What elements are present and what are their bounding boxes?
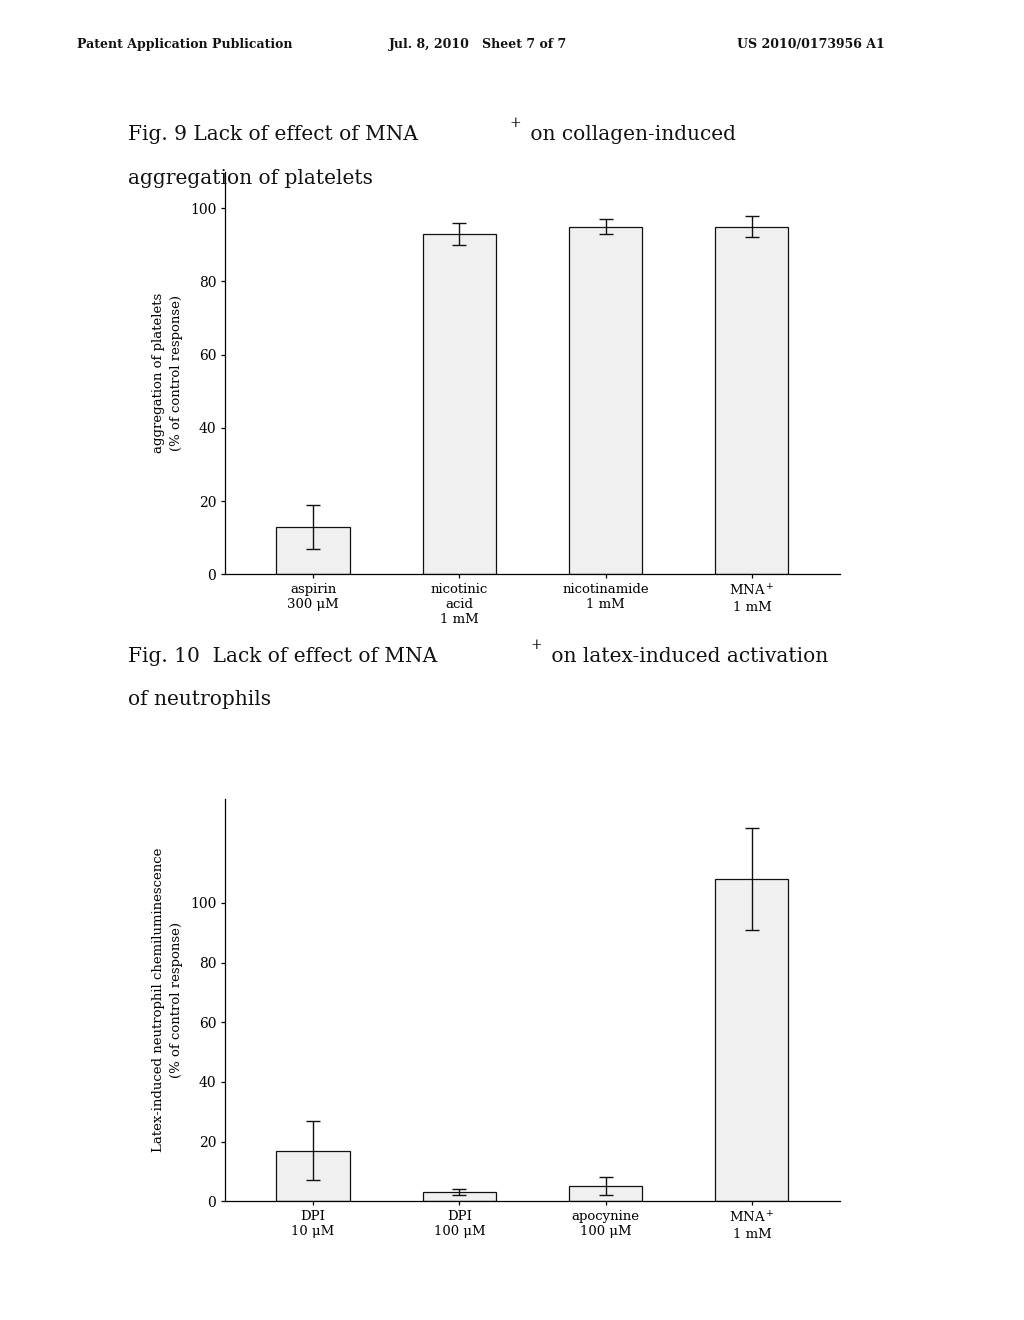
- Text: on latex-induced activation: on latex-induced activation: [545, 647, 828, 665]
- Text: aggregation of platelets: aggregation of platelets: [128, 169, 373, 187]
- Text: Patent Application Publication: Patent Application Publication: [77, 38, 292, 51]
- Text: Fig. 9 Lack of effect of MNA: Fig. 9 Lack of effect of MNA: [128, 125, 418, 144]
- Bar: [569, 227, 642, 574]
- Text: US 2010/0173956 A1: US 2010/0173956 A1: [737, 38, 885, 51]
- Text: on collagen-induced: on collagen-induced: [524, 125, 736, 144]
- Bar: [423, 234, 496, 574]
- Text: +: +: [510, 116, 521, 131]
- Bar: [569, 1187, 642, 1201]
- Bar: [716, 879, 788, 1201]
- Text: of neutrophils: of neutrophils: [128, 690, 271, 709]
- Y-axis label: aggregation of platelets
(% of control response): aggregation of platelets (% of control r…: [152, 293, 183, 453]
- Bar: [276, 527, 349, 574]
- Text: Fig. 10  Lack of effect of MNA: Fig. 10 Lack of effect of MNA: [128, 647, 437, 665]
- Bar: [716, 227, 788, 574]
- Bar: [276, 1151, 349, 1201]
- Bar: [423, 1192, 496, 1201]
- Y-axis label: Latex-induced neutrophil chemiluminescence
(% of control response): Latex-induced neutrophil chemiluminescen…: [152, 847, 183, 1152]
- Text: Jul. 8, 2010   Sheet 7 of 7: Jul. 8, 2010 Sheet 7 of 7: [389, 38, 567, 51]
- Text: +: +: [530, 638, 542, 652]
